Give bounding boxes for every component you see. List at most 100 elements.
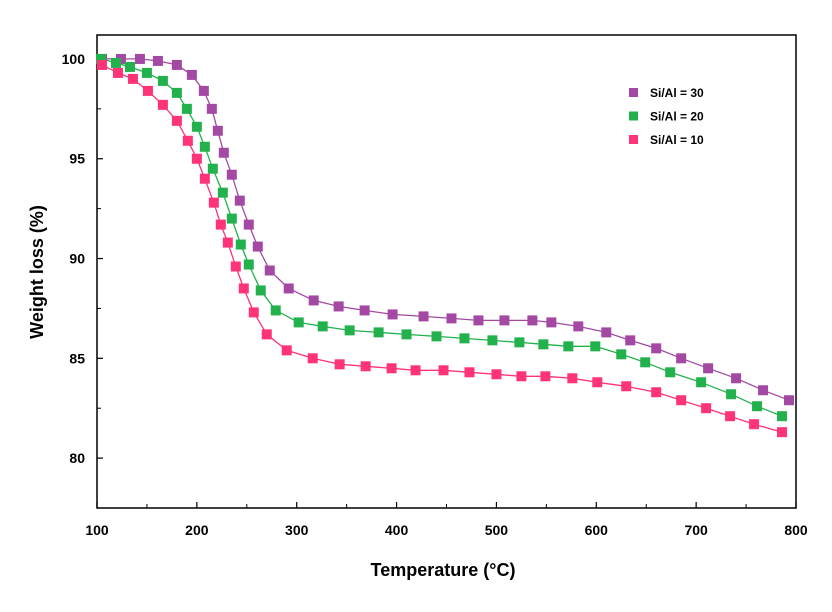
- data-point: [546, 317, 557, 328]
- data-point: [749, 419, 760, 430]
- data-point: [387, 309, 398, 320]
- data-point: [191, 121, 202, 132]
- data-point: [308, 295, 319, 306]
- data-point: [592, 377, 603, 388]
- data-point: [181, 103, 192, 114]
- data-point: [676, 395, 687, 406]
- y-tick-label: 95: [69, 151, 85, 167]
- data-point: [696, 377, 707, 388]
- legend-marker: [629, 135, 638, 144]
- data-point: [725, 411, 736, 422]
- data-point: [431, 331, 442, 342]
- data-point: [234, 195, 245, 206]
- data-point: [112, 67, 123, 78]
- data-point: [651, 343, 662, 354]
- data-point: [567, 373, 578, 384]
- data-point: [124, 61, 135, 72]
- x-axis: 100 200 300 400 500 600 700 800: [85, 502, 808, 538]
- data-point: [255, 285, 266, 296]
- data-point: [281, 345, 292, 356]
- data-point: [701, 403, 712, 414]
- data-point: [464, 367, 475, 378]
- data-point: [230, 261, 241, 272]
- x-tick-label: 400: [385, 522, 409, 538]
- data-point: [208, 197, 219, 208]
- data-point: [459, 333, 470, 344]
- legend-label: Si/Al = 10: [650, 133, 704, 147]
- legend-label: Si/Al = 30: [650, 86, 704, 100]
- data-point: [590, 341, 601, 352]
- legend-marker: [629, 88, 638, 97]
- data-point: [344, 325, 355, 336]
- data-point: [134, 53, 145, 64]
- x-axis-label: Temperature (°C): [371, 560, 516, 580]
- data-point: [360, 361, 371, 372]
- data-point: [199, 141, 210, 152]
- data-point: [703, 363, 714, 374]
- y-tick-label: 90: [69, 251, 85, 267]
- data-point: [171, 87, 182, 98]
- data-point: [307, 353, 318, 364]
- data-point: [758, 385, 769, 396]
- data-point: [226, 169, 237, 180]
- data-point: [616, 349, 627, 360]
- x-tick-label: 300: [285, 522, 309, 538]
- data-point: [157, 75, 168, 86]
- data-point: [207, 163, 218, 174]
- data-point: [491, 369, 502, 380]
- series-si-al-20: [95, 53, 788, 422]
- data-point: [243, 259, 254, 270]
- data-point: [206, 103, 217, 114]
- data-point: [538, 339, 549, 350]
- data-point: [777, 411, 788, 422]
- data-point: [171, 59, 182, 70]
- legend: Si/Al = 30 Si/Al = 20 Si/Al = 10: [629, 86, 704, 147]
- data-point: [182, 135, 193, 146]
- data-point: [264, 265, 275, 276]
- y-tick-label: 80: [69, 450, 85, 466]
- data-point: [235, 239, 246, 250]
- data-point: [212, 125, 223, 136]
- data-point: [127, 73, 138, 84]
- data-point: [252, 241, 263, 252]
- data-point: [373, 327, 384, 338]
- y-axis-label: Weight loss (%): [27, 205, 47, 339]
- data-point: [218, 147, 229, 158]
- data-point: [96, 59, 107, 70]
- series-si-al-30: [96, 53, 795, 406]
- data-point: [261, 329, 272, 340]
- data-point: [514, 337, 525, 348]
- data-point: [410, 365, 421, 376]
- data-point: [248, 307, 259, 318]
- data-point: [731, 373, 742, 384]
- data-point: [317, 321, 328, 332]
- data-point: [186, 69, 197, 80]
- x-tick-label: 100: [85, 522, 109, 538]
- data-point: [171, 115, 182, 126]
- data-point: [563, 341, 574, 352]
- data-point: [527, 315, 538, 326]
- y-tick-label: 100: [62, 51, 86, 67]
- x-tick-label: 800: [784, 522, 808, 538]
- legend-marker: [629, 111, 638, 121]
- data-point: [418, 311, 429, 322]
- data-point: [540, 371, 551, 382]
- data-point: [726, 389, 737, 400]
- data-point: [499, 315, 510, 326]
- data-point: [215, 219, 226, 230]
- data-point: [665, 367, 676, 378]
- data-point: [152, 55, 163, 66]
- x-tick-label: 500: [485, 522, 509, 538]
- data-point: [95, 53, 106, 64]
- data-point: [651, 387, 662, 398]
- data-point: [243, 219, 254, 230]
- data-point: [446, 313, 457, 324]
- data-point: [283, 283, 294, 294]
- data-point: [157, 99, 168, 110]
- data-point: [110, 57, 121, 68]
- data-point: [238, 283, 249, 294]
- data-point: [226, 213, 237, 224]
- data-point: [359, 305, 370, 316]
- data-point: [573, 321, 584, 332]
